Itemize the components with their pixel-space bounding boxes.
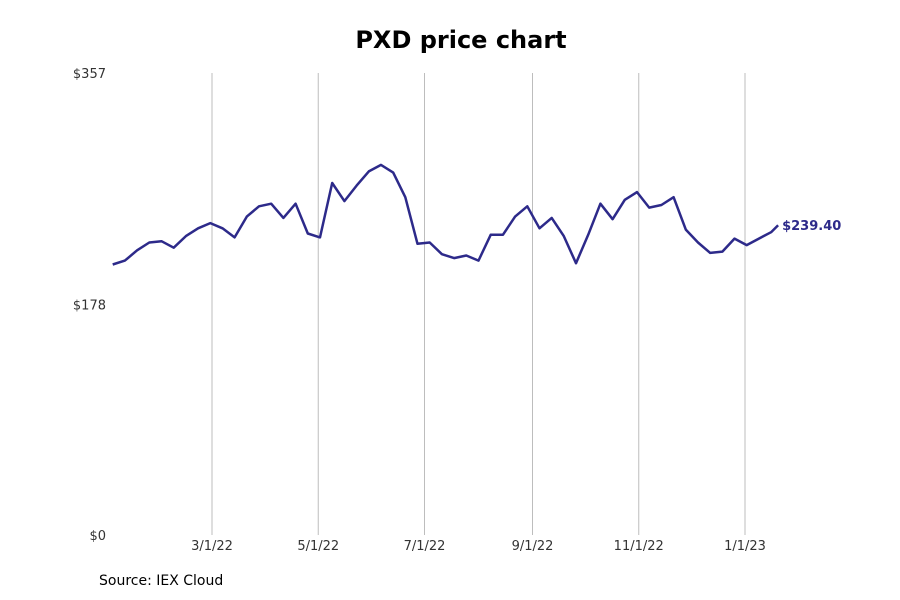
- chart-title: PXD price chart: [355, 26, 567, 54]
- x-tick-label: 9/1/22: [512, 539, 554, 554]
- x-tick-label: 3/1/22: [191, 539, 233, 554]
- last-price-label: $239.40: [782, 219, 841, 234]
- source-note: Source: IEX Cloud: [99, 573, 224, 589]
- x-tick-label: 5/1/22: [297, 539, 339, 554]
- y-tick-label: $0: [89, 529, 106, 544]
- x-gridlines: [211, 73, 746, 535]
- x-tick-label: 11/1/22: [614, 539, 664, 554]
- x-axis: 3/1/22 5/1/22 7/1/22 9/1/22 11/1/22 1/1/23: [191, 539, 766, 554]
- x-tick-label: 1/1/23: [724, 539, 766, 554]
- y-tick-label: $178: [73, 299, 106, 314]
- x-tick-label: 7/1/22: [404, 539, 446, 554]
- price-series-line: [112, 163, 779, 266]
- y-tick-label: $357: [73, 67, 106, 82]
- y-axis: $0 $178 $357: [73, 67, 106, 544]
